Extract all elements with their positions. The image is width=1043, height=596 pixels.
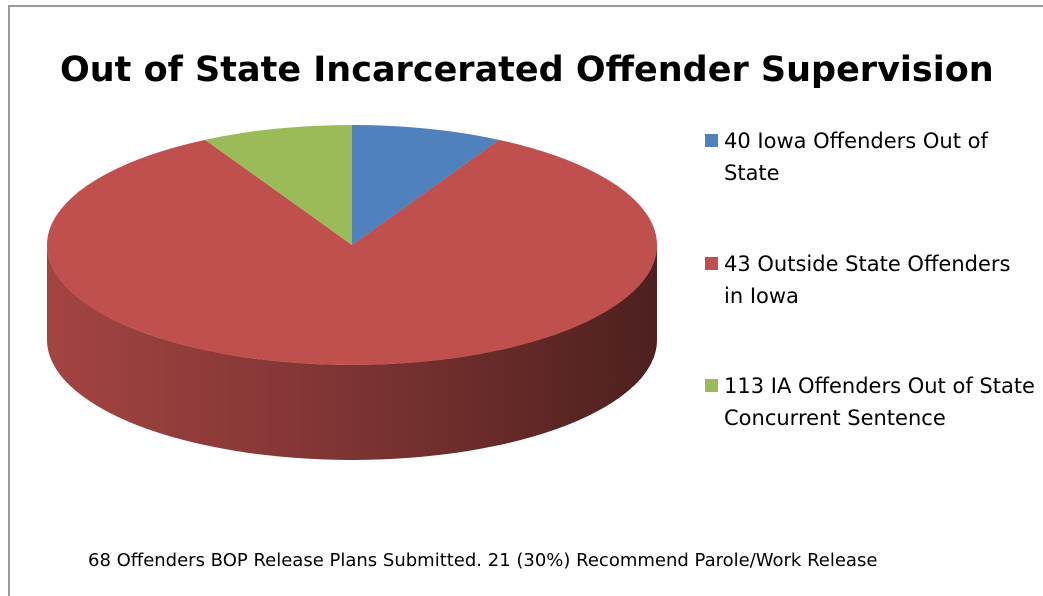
legend-swatch: [705, 379, 718, 392]
annotation: 68 Offenders BOP Release Plans Submitted…: [88, 550, 878, 571]
legend-item: 113 IA Offenders Out of State Concurrent…: [705, 370, 1035, 434]
frame: [8, 5, 1043, 596]
legend-label: 40 Iowa Offenders Out of State: [724, 129, 988, 185]
slice: [352, 125, 499, 245]
legend-item: 40 Iowa Offenders Out of State: [705, 125, 1035, 189]
legend-label: 43 Outside State Offenders in Iowa: [724, 252, 1011, 308]
chart-title: Out of State Incarcerated Offender Super…: [60, 50, 994, 90]
legend-label: 113 IA Offenders Out of State Concurrent…: [724, 374, 1035, 430]
slice: [205, 125, 352, 245]
legend-swatch: [705, 257, 718, 270]
slice-side-shade: [47, 245, 657, 460]
slice: [46, 139, 657, 365]
pie-plot: [46, 125, 657, 460]
legend-swatch: [705, 134, 718, 147]
legend-item: 43 Outside State Offenders in Iowa: [705, 248, 1035, 312]
